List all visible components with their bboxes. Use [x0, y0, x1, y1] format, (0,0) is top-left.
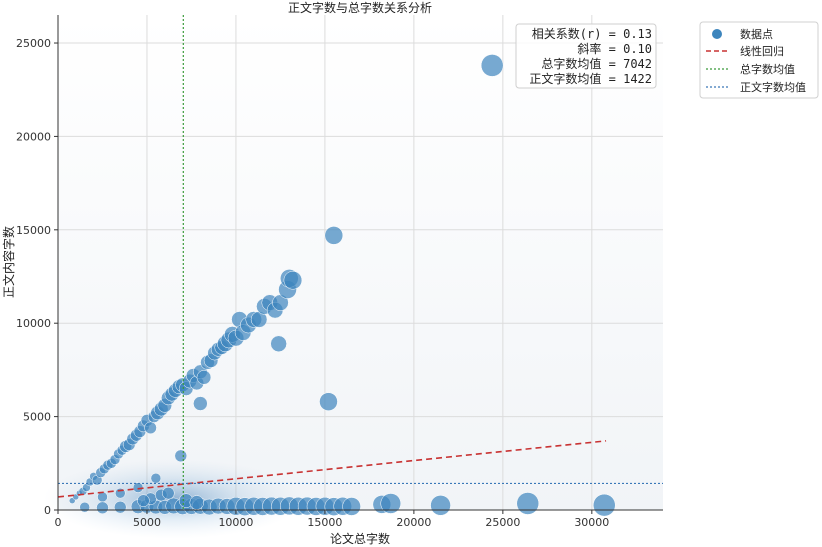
x-axis-title: 论文总字数	[330, 531, 390, 546]
stats-box: 相关系数(r) = 0.13 斜率 = 0.10 总字数均值 = 7042 正文…	[515, 23, 657, 89]
legend-marker-points	[712, 29, 722, 39]
legend: 数据点 线性回归 总字数均值 正文字数均值	[699, 21, 819, 99]
x-tick-label: 25000	[485, 516, 520, 529]
y-axis-title: 正文内容字数	[1, 226, 16, 298]
annotation-x-mean: 总字数均值 = 7042	[541, 56, 652, 71]
data-point	[79, 501, 90, 513]
x-tick-label: 5000	[133, 516, 161, 529]
data-point	[144, 421, 157, 435]
legend-label-x-mean: 总字数均值	[740, 62, 795, 76]
annotation-y-mean: 正文字数均值 = 1422	[529, 71, 652, 86]
data-point	[270, 335, 287, 353]
data-point	[115, 487, 126, 499]
y-tick-labels: 0 5000 10000 15000 20000 25000	[16, 37, 58, 517]
plot-area	[58, 15, 663, 510]
y-tick-label: 20000	[16, 130, 51, 143]
data-point	[480, 54, 504, 77]
y-tick-label: 5000	[23, 411, 51, 424]
x-tick-labels: 0 5000 10000 15000 20000 25000 30000	[55, 510, 609, 529]
data-point	[283, 270, 303, 290]
regression-line	[57, 440, 607, 498]
data-point	[150, 472, 162, 484]
x-tick-label: 20000	[396, 516, 431, 529]
x-tick-label: 30000	[574, 516, 609, 529]
data-point	[342, 497, 361, 516]
data-point	[516, 492, 540, 515]
x-tick-label: 10000	[218, 516, 253, 529]
y-tick-label: 0	[44, 504, 51, 517]
data-point	[162, 486, 175, 500]
data-point	[380, 493, 401, 514]
legend-label-points: 数据点	[740, 27, 773, 41]
y-tick-label: 15000	[16, 224, 51, 237]
legend-label-y-mean: 正文字数均值	[740, 80, 806, 94]
data-point	[319, 392, 338, 411]
x-tick-label: 15000	[307, 516, 342, 529]
data-point	[593, 493, 616, 517]
data-point	[430, 495, 451, 516]
data-point	[324, 226, 344, 245]
data-point	[114, 500, 127, 514]
data-point	[96, 501, 109, 515]
data-point	[174, 449, 188, 463]
y-tick-label: 10000	[16, 317, 51, 330]
annotation-r: 相关系数(r) = 0.13	[532, 26, 652, 41]
x-tick-label: 0	[55, 516, 62, 529]
data-point	[189, 495, 205, 510]
y-tick-label: 25000	[16, 37, 51, 50]
legend-label-regression: 线性回归	[740, 44, 784, 58]
data-point	[193, 396, 208, 411]
data-point	[196, 370, 212, 385]
annotation-slope: 斜率 = 0.10	[577, 41, 652, 56]
chart-title: 正文字数与总字数关系分析	[288, 0, 432, 15]
data-point	[137, 494, 150, 507]
